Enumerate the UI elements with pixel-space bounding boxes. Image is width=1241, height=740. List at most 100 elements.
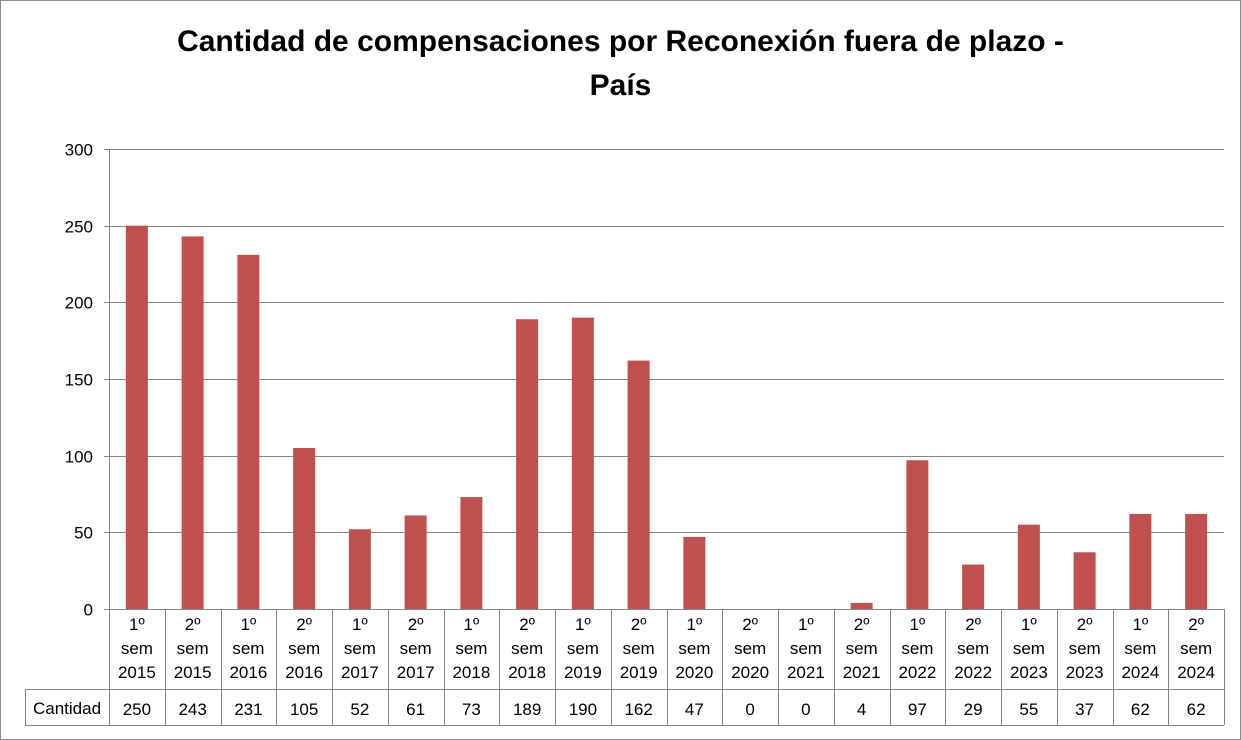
x-tick-label: sem: [1124, 639, 1156, 658]
x-tick-label: 1º: [910, 615, 926, 634]
x-tick-label: 2023: [1066, 663, 1104, 682]
x-tick-label: sem: [623, 639, 655, 658]
x-tick-label: 1º: [352, 615, 368, 634]
x-tick-label: 1º: [241, 615, 257, 634]
data-table-value: 61: [406, 700, 425, 719]
data-table-value: 162: [624, 700, 652, 719]
x-tick-label: 2024: [1177, 663, 1215, 682]
bar: [516, 319, 539, 609]
y-tick-label: 300: [65, 141, 93, 160]
y-tick-label: 200: [65, 294, 93, 313]
data-table-value: 243: [178, 700, 206, 719]
x-tick-label: sem: [1180, 639, 1212, 658]
chart-title-line-1: Cantidad de compensaciones por Reconexió…: [177, 25, 1064, 58]
data-table-value: 4: [857, 700, 866, 719]
bar: [1129, 513, 1152, 609]
x-tick-label: sem: [344, 639, 376, 658]
y-tick-label: 250: [65, 218, 93, 237]
bar: [293, 448, 316, 609]
x-tick-label: sem: [455, 639, 487, 658]
bar: [348, 529, 371, 609]
bar: [1017, 524, 1040, 609]
bar: [850, 602, 873, 609]
y-tick-label: 50: [74, 524, 93, 543]
x-tick-label: 2022: [954, 663, 992, 682]
x-tick-label: 2018: [452, 663, 490, 682]
x-tick-label: 2022: [898, 663, 936, 682]
x-tick-label: 2º: [1077, 615, 1093, 634]
x-tick-label: 2º: [519, 615, 535, 634]
x-tick-label: 2020: [675, 663, 713, 682]
data-table-value: 47: [685, 700, 704, 719]
x-tick-label: 2º: [1188, 615, 1204, 634]
data-table-value: 37: [1075, 700, 1094, 719]
data-table-value: 97: [908, 700, 927, 719]
bar: [571, 317, 594, 609]
data-table-value: 105: [290, 700, 318, 719]
x-tick-label: sem: [901, 639, 933, 658]
data-table-value: 52: [350, 700, 369, 719]
x-tick-label: 2024: [1121, 663, 1159, 682]
bar: [404, 515, 427, 609]
x-tick-label: sem: [1013, 639, 1045, 658]
bar: [181, 236, 204, 609]
x-tick-label: sem: [678, 639, 710, 658]
x-tick-label: 2º: [965, 615, 981, 634]
x-tick-label: 1º: [129, 615, 145, 634]
x-tick-label: sem: [734, 639, 766, 658]
x-tick-label: sem: [790, 639, 822, 658]
data-table-value: 0: [745, 700, 754, 719]
data-table-value: 250: [123, 700, 151, 719]
bar: [1073, 552, 1096, 609]
x-tick-label: 2º: [296, 615, 312, 634]
x-tick-label: 1º: [798, 615, 814, 634]
chart-title-line-2: País: [589, 69, 652, 102]
x-tick-label: 2019: [564, 663, 602, 682]
bar: [460, 497, 483, 609]
x-tick-label: sem: [846, 639, 878, 658]
x-tick-label: 1º: [464, 615, 480, 634]
data-table-value: 0: [801, 700, 810, 719]
series-name: Cantidad: [33, 699, 101, 718]
bar: [237, 254, 260, 610]
x-tick-label: 2015: [174, 663, 212, 682]
x-tick-label: 2021: [843, 663, 881, 682]
x-tick-label: sem: [957, 639, 989, 658]
bar: [906, 460, 929, 609]
x-tick-label: 2º: [185, 615, 201, 634]
x-tick-label: 2º: [854, 615, 870, 634]
y-tick-label: 150: [65, 371, 93, 390]
x-tick-label: sem: [1069, 639, 1101, 658]
y-tick-label: 100: [65, 448, 93, 467]
x-tick-label: 2015: [118, 663, 156, 682]
x-tick-label: sem: [232, 639, 264, 658]
data-table-value: 62: [1187, 700, 1206, 719]
x-tick-label: 2019: [620, 663, 658, 682]
x-tick-label: sem: [400, 639, 432, 658]
data-table-value: 73: [462, 700, 481, 719]
x-tick-label: 1º: [1133, 615, 1149, 634]
bar: [1185, 513, 1208, 609]
x-tick-label: 2017: [397, 663, 435, 682]
bar: [125, 225, 148, 609]
x-tick-label: sem: [288, 639, 320, 658]
x-tick-label: 1º: [1021, 615, 1037, 634]
x-tick-label: 2º: [742, 615, 758, 634]
y-tick-label: 0: [84, 601, 93, 620]
data-table-value: 55: [1019, 700, 1038, 719]
data-table-value: 62: [1131, 700, 1150, 719]
x-tick-label: sem: [567, 639, 599, 658]
x-tick-label: 2º: [408, 615, 424, 634]
data-table-value: 190: [569, 700, 597, 719]
chart-title: Cantidad de compensaciones por Reconexió…: [0, 20, 1241, 108]
bar: [683, 536, 706, 609]
x-tick-label: 1º: [575, 615, 591, 634]
bar: [627, 360, 650, 609]
x-tick-label: 2018: [508, 663, 546, 682]
data-table-value: 189: [513, 700, 541, 719]
x-tick-label: 2016: [285, 663, 323, 682]
data-table-value: 29: [964, 700, 983, 719]
bar: [962, 564, 985, 609]
